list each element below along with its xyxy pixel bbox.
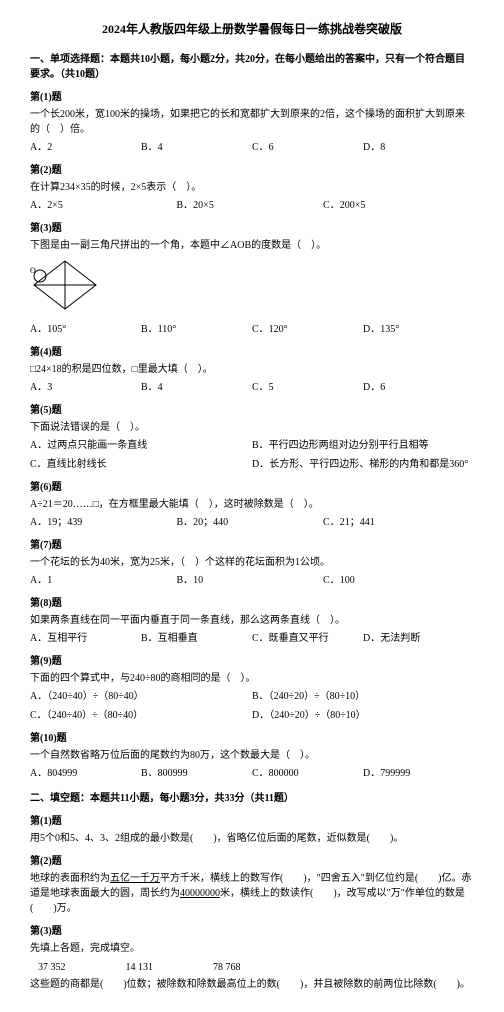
q3-opt-d: D．135° [363,322,474,337]
q6-opt-a: A．19；439 [30,515,177,530]
q4-opt-c: C．5 [252,380,363,395]
s2-q3-n2: 14 131 [126,960,154,975]
q5-opt-b: B．平行四边形两组对边分别平行且相等 [252,438,474,453]
q10-opt-b: B．800999 [141,766,252,781]
q1-opt-a: A．2 [30,140,141,155]
q10-opt-c: C．800000 [252,766,363,781]
q6-text: A÷21＝20……□，在方框里最大能填（ ），这时被除数是（ ）。 [30,497,474,512]
q8-label: 第(8)题 [30,596,474,611]
q9-options-row1: A．（240÷40）÷（80÷40） B．（240÷20）÷（80÷10） [30,689,474,704]
q2-text: 在计算234×35的时候，2×5表示（ ）。 [30,180,474,195]
q5-opt-d: D．长方形、平行四边形、梯形的内角和都是360° [252,457,474,472]
q9-text: 下面的四个算式中，与240÷80的商相同的是（ ）。 [30,671,474,686]
q5-opt-a: A．过两点只能画一条直线 [30,438,252,453]
s2-q3-n1: 37 352 [38,960,66,975]
q1-text: 一个长200米，宽100米的操场，如果把它的长和宽都扩大到原来的2倍，这个操场的… [30,107,474,137]
q7-opt-b: B．10 [177,573,324,588]
section-1-header: 一、单项选择题：本题共10小题，每小题2分，共20分，在每小题给出的答案中，只有… [30,52,474,82]
q10-label: 第(10)题 [30,731,474,746]
q9-options-row2: C．（240÷40）÷（80÷40） D．（240÷20）÷（80÷10） [30,708,474,723]
q5-options-row2: C．直线比射线长 D．长方形、平行四边形、梯形的内角和都是360° [30,457,474,472]
q8-opt-a: A．互相平行 [30,631,141,646]
s2-q3-text: 先填上各题，完成填空。 [30,941,474,956]
q7-label: 第(7)题 [30,538,474,553]
q5-label: 第(5)题 [30,403,474,418]
section-2-header: 二、填空题：本题共11小题，每小题3分，共33分（共11题） [30,791,474,806]
q8-options: A．互相平行 B．互相垂直 C．既垂直又平行 D．无法判断 [30,631,474,646]
q9-opt-c: C．（240÷40）÷（80÷40） [30,708,252,723]
q3-text: 下图是由一副三角尺拼出的一个角，本题中∠AOB的度数是（ ）。 [30,238,474,253]
q4-opt-d: D．6 [363,380,474,395]
q9-opt-b: B．（240÷20）÷（80÷10） [252,689,474,704]
s2-q3-label: 第(3)题 [30,924,474,939]
q1-opt-d: D．8 [363,140,474,155]
q7-opt-c: C．100 [323,573,470,588]
q3-opt-a: A．105° [30,322,141,337]
q5-text: 下面说法错误的是（ ）。 [30,420,474,435]
q1-options: A．2 B．4 C．6 D．8 [30,140,474,155]
q5-options-row1: A．过两点只能画一条直线 B．平行四边形两组对边分别平行且相等 [30,438,474,453]
q3-options: A．105° B．110° C．120° D．135° [30,322,474,337]
q3-opt-b: B．110° [141,322,252,337]
q3-opt-c: C．120° [252,322,363,337]
q1-opt-b: B．4 [141,140,252,155]
q6-options: A．19；439 B．20；440 C．21；441 [30,515,474,530]
q8-text: 如果两条直线在同一平面内垂直于同一条直线，那么这两条直线（ ）。 [30,613,474,628]
q8-opt-c: C．既垂直又平行 [252,631,363,646]
q10-opt-d: D．799999 [363,766,474,781]
s2-q3-numbers: 37 352 14 131 78 768 [30,960,474,975]
q4-text: □24×18的积是四位数，□里最大填（ ）。 [30,362,474,377]
q10-opt-a: A．804999 [30,766,141,781]
q2-options: A．2×5 B．20×5 C．200×5 [30,198,474,213]
q4-options: A．3 B．4 C．5 D．6 [30,380,474,395]
q9-opt-d: D．（240÷20）÷（80÷10） [252,708,474,723]
q10-text: 一个自然数省略万位后面的尾数约为80万，这个数最大是（ ）。 [30,748,474,763]
q2-opt-a: A．2×5 [30,198,177,213]
q9-label: 第(9)题 [30,654,474,669]
q4-opt-b: B．4 [141,380,252,395]
q1-label: 第(1)题 [30,90,474,105]
page-title: 2024年人教版四年级上册数学暑假每日一练挑战卷突破版 [30,20,474,38]
s2-q3-text2: 这些题的商都是( )位数；被除数和除数最高位上的数( )，并且被除数的前两位比除… [30,977,474,992]
s2-q2-text: 地球的表面积约为五亿一千万平方千米，横线上的数写作( )，"四舍五入"到亿位约是… [30,871,474,916]
s2-q1-label: 第(1)题 [30,814,474,829]
s2-q3-n3: 78 768 [213,960,241,975]
q7-text: 一个花坛的长为40米，宽为25米，（ ）个这样的花坛面积为1公顷。 [30,555,474,570]
q3-label: 第(3)题 [30,221,474,236]
q10-options: A．804999 B．800999 C．800000 D．799999 [30,766,474,781]
q5-opt-c: C．直线比射线长 [30,457,252,472]
q4-label: 第(4)题 [30,345,474,360]
s2-q1-text: 用5个0和5、4、3、2组成的最小数是( )，省略亿位后面的尾数，近似数是( )… [30,831,474,846]
q1-opt-c: C．6 [252,140,363,155]
q6-label: 第(6)题 [30,480,474,495]
q8-opt-b: B．互相垂直 [141,631,252,646]
q6-opt-c: C．21；441 [323,515,470,530]
s2-q2-label: 第(2)题 [30,854,474,869]
q6-opt-b: B．20；440 [177,515,324,530]
q2-label: 第(2)题 [30,163,474,178]
q2-opt-b: B．20×5 [177,198,324,213]
svg-text:O: O [30,266,36,275]
q8-opt-d: D．无法判断 [363,631,474,646]
q3-diagram: O B [30,259,474,316]
q2-opt-c: C．200×5 [323,198,470,213]
q7-opt-a: A．1 [30,573,177,588]
q4-opt-a: A．3 [30,380,141,395]
q9-opt-a: A．（240÷40）÷（80÷40） [30,689,252,704]
q7-options: A．1 B．10 C．100 [30,573,474,588]
